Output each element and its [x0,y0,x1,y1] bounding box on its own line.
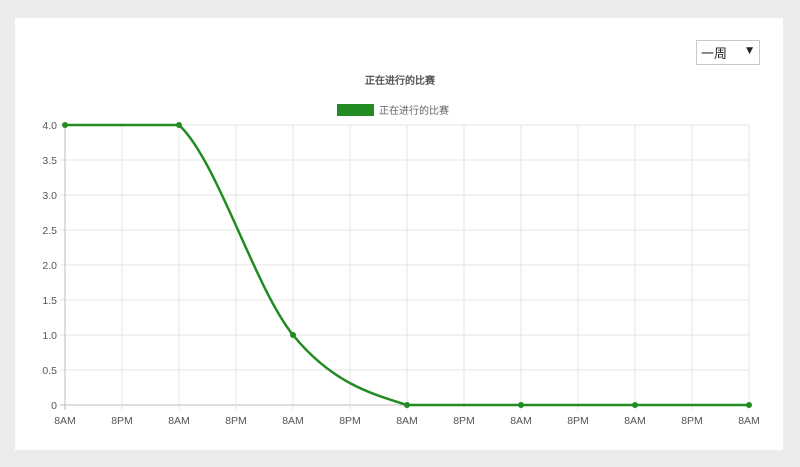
y-tick-label: 0 [51,400,57,412]
x-tick-label: 8AM [396,415,418,427]
legend[interactable]: 正在进行的比赛 [337,104,449,117]
x-tick-label: 8AM [510,415,532,427]
legend-swatch [337,104,374,116]
series-layer [62,122,752,408]
x-tick-label: 8AM [624,415,646,427]
data-point[interactable] [62,122,68,128]
x-tick-label: 8PM [339,415,361,427]
data-point[interactable] [404,402,410,408]
data-point[interactable] [518,402,524,408]
data-point[interactable] [632,402,638,408]
x-tick-label: 8AM [282,415,304,427]
chart-card: 一周 ▼ [15,18,783,450]
x-tick-label: 8AM [738,415,760,427]
y-tick-label: 2.5 [42,225,57,237]
time-range-value: 一周 [701,47,728,62]
x-tick-label: 8AM [168,415,190,427]
chart-title: 正在进行的比赛 [365,74,436,87]
y-tick-label: 2.0 [42,260,57,272]
triangle-down-icon: ▼ [746,46,753,56]
x-tick-label: 8PM [681,415,703,427]
legend-label: 正在进行的比赛 [379,104,449,117]
x-tick-label: 8AM [54,415,76,427]
y-tick-label: 3.0 [42,190,57,202]
y-tick-label: 1.0 [42,330,57,342]
chart-grid [60,124,750,410]
data-point[interactable] [176,122,182,128]
x-tick-label: 8PM [111,415,133,427]
y-tick-label: 3.5 [42,155,57,167]
x-tick-label: 8PM [453,415,475,427]
x-tick-label: 8PM [567,415,589,427]
data-point[interactable] [290,332,296,338]
time-range-select[interactable]: 一周 ▼ [696,40,760,65]
y-tick-label: 1.5 [42,295,57,307]
x-tick-label: 8PM [225,415,247,427]
y-axis: 0 0.5 1.0 1.5 2.0 2.5 3.0 3.5 4.0 [42,120,57,412]
x-axis: 8AM 8PM 8AM 8PM 8AM 8PM 8AM 8PM 8AM 8PM 8AM 8PM 8AM [54,415,760,427]
y-tick-label: 4.0 [42,120,57,132]
data-point[interactable] [746,402,752,408]
y-tick-label: 0.5 [42,365,57,377]
